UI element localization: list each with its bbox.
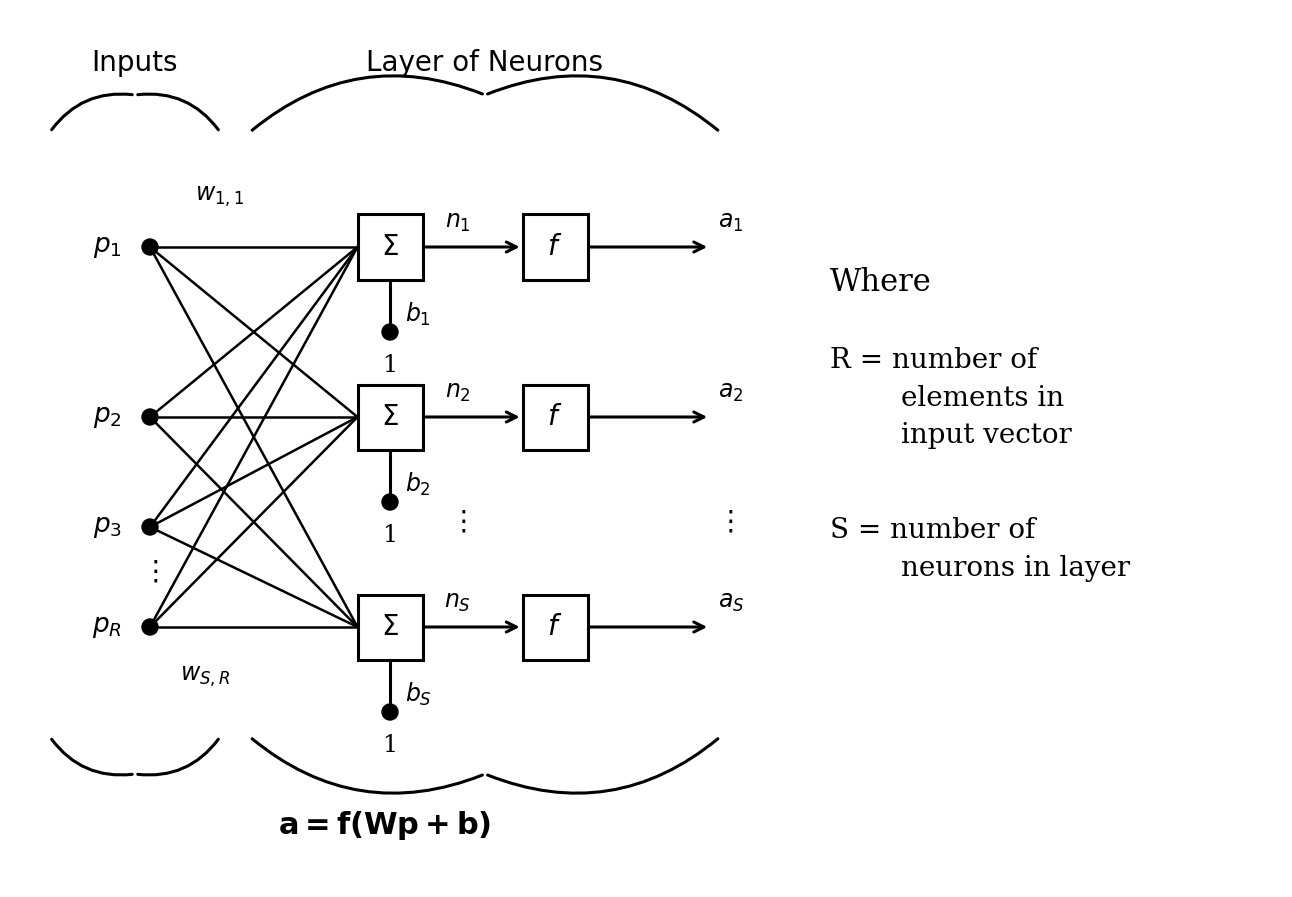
Text: $f$: $f$: [548, 404, 562, 431]
Text: Layer of Neurons: Layer of Neurons: [367, 49, 603, 77]
Text: $n_S$: $n_S$: [444, 591, 472, 614]
Text: $f$: $f$: [548, 614, 562, 640]
Circle shape: [382, 704, 398, 720]
Bar: [522, 214, 588, 280]
Text: $n_1$: $n_1$: [444, 211, 470, 234]
Text: $\Sigma$: $\Sigma$: [381, 404, 399, 431]
Text: $p_R$: $p_R$: [92, 614, 121, 640]
Text: $\Sigma$: $\Sigma$: [381, 614, 399, 640]
Circle shape: [382, 324, 398, 340]
Text: S = number of
        neurons in layer: S = number of neurons in layer: [829, 517, 1130, 581]
Bar: [522, 385, 588, 449]
Text: $n_2$: $n_2$: [444, 381, 470, 404]
Text: $f$: $f$: [548, 233, 562, 260]
Text: $w_{S,R}$: $w_{S,R}$: [180, 665, 230, 689]
Text: Where: Where: [829, 267, 932, 298]
Text: 1: 1: [382, 734, 398, 757]
Text: Inputs: Inputs: [92, 49, 178, 77]
Text: $a_1$: $a_1$: [718, 211, 743, 234]
Circle shape: [382, 494, 398, 510]
Bar: [522, 595, 588, 659]
Text: $\vdots$: $\vdots$: [141, 559, 159, 586]
Text: $p_1$: $p_1$: [93, 234, 121, 259]
Text: $\vdots$: $\vdots$: [448, 509, 466, 536]
Circle shape: [142, 619, 158, 635]
Text: $b_S$: $b_S$: [404, 681, 432, 708]
Text: 1: 1: [382, 524, 398, 547]
Circle shape: [142, 239, 158, 255]
Text: $a_2$: $a_2$: [718, 381, 743, 404]
Text: R = number of
        elements in
        input vector: R = number of elements in input vector: [829, 347, 1072, 449]
Text: $b_2$: $b_2$: [404, 470, 430, 498]
Text: $p_2$: $p_2$: [93, 405, 121, 430]
Text: $\mathbf{a = f(Wp + b)}$: $\mathbf{a = f(Wp + b)}$: [278, 808, 492, 841]
Text: $w_{1,1}$: $w_{1,1}$: [195, 185, 244, 209]
Circle shape: [142, 519, 158, 535]
Text: 1: 1: [382, 354, 398, 377]
Text: $\Sigma$: $\Sigma$: [381, 233, 399, 260]
Text: $b_1$: $b_1$: [404, 300, 430, 327]
Bar: [358, 385, 422, 449]
Text: $a_S$: $a_S$: [718, 591, 744, 614]
Text: $p_3$: $p_3$: [93, 515, 121, 539]
Text: $\vdots$: $\vdots$: [716, 509, 734, 536]
Bar: [358, 595, 422, 659]
Bar: [358, 214, 422, 280]
Circle shape: [142, 409, 158, 425]
